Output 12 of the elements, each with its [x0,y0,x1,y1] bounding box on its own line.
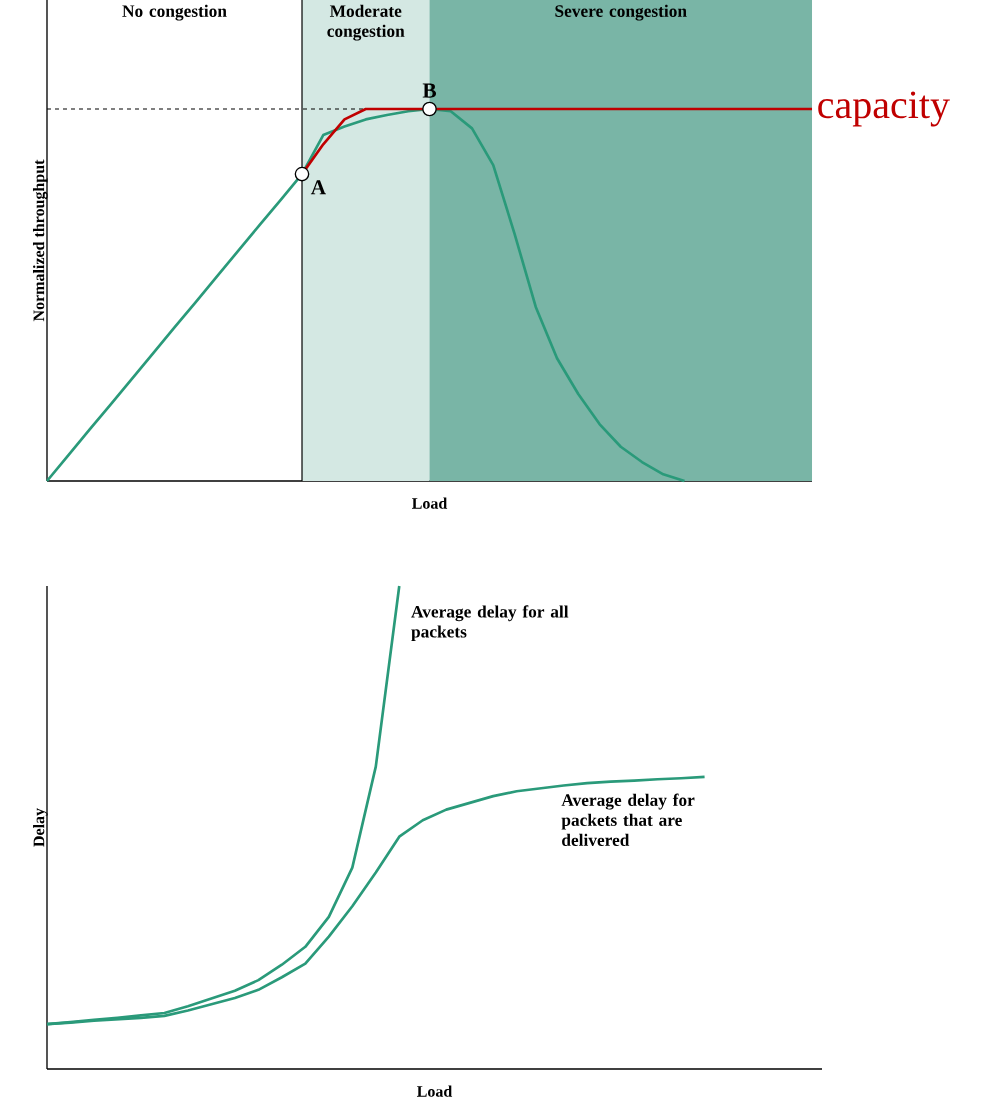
y-axis-title: Normalized throughput [32,159,48,322]
text: B [422,83,437,98]
x-axis-title: Load [411,497,448,509]
annotation: A [310,180,326,195]
series-label: capacity [818,91,950,127]
series-label: Average delay for packets that are delivered [561,793,695,846]
series-label: Average delay for all packets [411,605,569,642]
text: No congestion [122,4,227,21]
y-axis-title: Delay [33,808,48,847]
x-axis-title: Load [416,1085,453,1097]
text: Severe congestion [555,4,687,21]
text: Moderate congestion [327,4,405,41]
